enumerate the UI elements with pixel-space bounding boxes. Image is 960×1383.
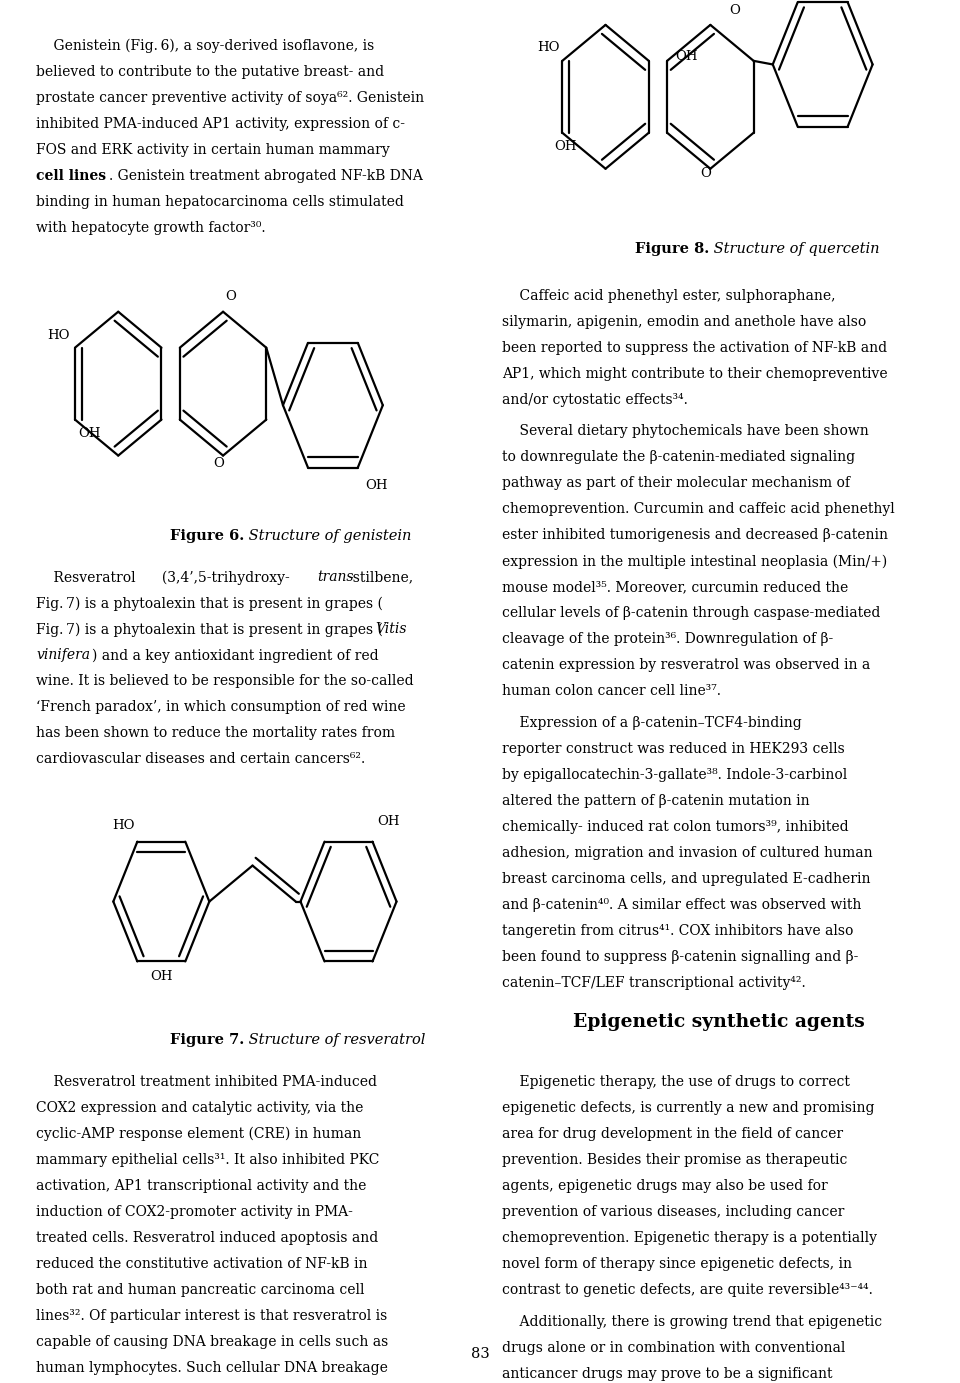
Text: Resveratrol treatment inhibited PMA-induced: Resveratrol treatment inhibited PMA-indu… xyxy=(36,1075,377,1088)
Text: O: O xyxy=(730,4,740,17)
Text: ) and a key antioxidant ingredient of red: ) and a key antioxidant ingredient of re… xyxy=(92,649,379,662)
Text: pathway as part of their molecular mechanism of: pathway as part of their molecular mecha… xyxy=(502,476,851,491)
Text: adhesion, migration and invasion of cultured human: adhesion, migration and invasion of cult… xyxy=(502,846,873,860)
Text: activation, AP1 transcriptional activity and the: activation, AP1 transcriptional activity… xyxy=(36,1178,367,1192)
Text: mammary epithelial cells³¹. It also inhibited PKC: mammary epithelial cells³¹. It also inhi… xyxy=(36,1152,380,1166)
Text: OH: OH xyxy=(366,479,388,491)
Text: Figure 7.: Figure 7. xyxy=(170,1033,244,1047)
Text: FOS and ERK activity in certain human mammary: FOS and ERK activity in certain human ma… xyxy=(36,142,390,156)
Text: prostate cancer preventive activity of soya⁶². Genistein: prostate cancer preventive activity of s… xyxy=(36,91,424,105)
Text: 83: 83 xyxy=(470,1347,490,1361)
Text: expression in the multiple intestinal neoplasia (Min/+): expression in the multiple intestinal ne… xyxy=(502,555,887,568)
Text: and β-catenin⁴⁰. A similar effect was observed with: and β-catenin⁴⁰. A similar effect was ob… xyxy=(502,898,861,911)
Text: Figure 6.: Figure 6. xyxy=(170,528,244,544)
Text: tangeretin from citrus⁴¹. COX inhibitors have also: tangeretin from citrus⁴¹. COX inhibitors… xyxy=(502,924,853,938)
Text: to downregulate the β-catenin-mediated signaling: to downregulate the β-catenin-mediated s… xyxy=(502,451,855,465)
Text: Epigenetic synthetic agents: Epigenetic synthetic agents xyxy=(573,1012,865,1030)
Text: trans: trans xyxy=(317,570,353,585)
Text: O: O xyxy=(213,456,224,470)
Text: treated cells. Resveratrol induced apoptosis and: treated cells. Resveratrol induced apopt… xyxy=(36,1231,379,1245)
Text: COX2 expression and catalytic activity, via the: COX2 expression and catalytic activity, … xyxy=(36,1101,364,1115)
Text: vinifera: vinifera xyxy=(36,649,90,662)
Text: area for drug development in the field of cancer: area for drug development in the field o… xyxy=(502,1127,843,1141)
Text: cleavage of the protein³⁶. Downregulation of β-: cleavage of the protein³⁶. Downregulatio… xyxy=(502,632,833,646)
Text: cyclic-AMP response element (CRE) in human: cyclic-AMP response element (CRE) in hum… xyxy=(36,1127,362,1141)
Text: Vitis: Vitis xyxy=(375,622,407,636)
Text: reduced the constitutive activation of NF-kB in: reduced the constitutive activation of N… xyxy=(36,1257,368,1271)
Text: silymarin, apigenin, emodin and anethole have also: silymarin, apigenin, emodin and anethole… xyxy=(502,315,866,329)
Text: believed to contribute to the putative breast- and: believed to contribute to the putative b… xyxy=(36,65,385,79)
Text: OH: OH xyxy=(554,140,576,152)
Text: prevention. Besides their promise as therapeutic: prevention. Besides their promise as the… xyxy=(502,1153,848,1167)
Text: been reported to suppress the activation of NF-kB and: been reported to suppress the activation… xyxy=(502,340,887,355)
Text: with hepatocyte growth factor³⁰.: with hepatocyte growth factor³⁰. xyxy=(36,221,266,235)
Text: Several dietary phytochemicals have been shown: Several dietary phytochemicals have been… xyxy=(502,425,869,438)
Text: wine. It is believed to be responsible for the so-called: wine. It is believed to be responsible f… xyxy=(36,675,414,689)
Text: Epigenetic therapy, the use of drugs to correct: Epigenetic therapy, the use of drugs to … xyxy=(502,1076,850,1090)
Text: by epigallocatechin-3-gallate³⁸. Indole-3-carbinol: by epigallocatechin-3-gallate³⁸. Indole-… xyxy=(502,768,848,781)
Text: chemoprevention. Curcumin and caffeic acid phenethyl: chemoprevention. Curcumin and caffeic ac… xyxy=(502,502,895,516)
Text: Structure of resveratrol: Structure of resveratrol xyxy=(244,1033,425,1047)
Text: both rat and human pancreatic carcinoma cell: both rat and human pancreatic carcinoma … xyxy=(36,1282,365,1296)
Text: catenin–TCF/LEF transcriptional activity⁴².: catenin–TCF/LEF transcriptional activity… xyxy=(502,976,805,990)
Text: catenin expression by resveratrol was observed in a: catenin expression by resveratrol was ob… xyxy=(502,658,871,672)
Text: HO: HO xyxy=(537,41,560,54)
Text: reporter construct was reduced in HEK293 cells: reporter construct was reduced in HEK293… xyxy=(502,741,845,757)
Text: Resveratrol      (3,4’,5-trihydroxy-: Resveratrol (3,4’,5-trihydroxy- xyxy=(36,570,290,585)
Text: -stilbene,: -stilbene, xyxy=(348,570,414,585)
Text: breast carcinoma cells, and upregulated E-cadherin: breast carcinoma cells, and upregulated … xyxy=(502,871,871,887)
Text: cardiovascular diseases and certain cancers⁶².: cardiovascular diseases and certain canc… xyxy=(36,752,366,766)
Text: OH: OH xyxy=(675,50,697,64)
Text: inhibited PMA-induced AP1 activity, expression of c-: inhibited PMA-induced AP1 activity, expr… xyxy=(36,116,405,131)
Text: Figure 8.: Figure 8. xyxy=(636,242,709,256)
Text: Caffeic acid phenethyl ester, sulphoraphane,: Caffeic acid phenethyl ester, sulphoraph… xyxy=(502,289,835,303)
Text: anticancer drugs may prove to be a significant: anticancer drugs may prove to be a signi… xyxy=(502,1366,832,1380)
Text: mouse model³⁵. Moreover, curcumin reduced the: mouse model³⁵. Moreover, curcumin reduce… xyxy=(502,581,849,595)
Text: HO: HO xyxy=(48,329,70,342)
Text: contrast to genetic defects, are quite reversible⁴³⁻⁴⁴.: contrast to genetic defects, are quite r… xyxy=(502,1283,873,1297)
Text: Structure of quercetin: Structure of quercetin xyxy=(709,242,880,256)
Text: altered the pattern of β-catenin mutation in: altered the pattern of β-catenin mutatio… xyxy=(502,794,809,808)
Text: cell lines: cell lines xyxy=(36,169,107,183)
Text: Fig. 7) is a phytoalexin that is present in grapes (: Fig. 7) is a phytoalexin that is present… xyxy=(36,596,383,611)
Text: prevention of various diseases, including cancer: prevention of various diseases, includin… xyxy=(502,1206,845,1220)
Text: O: O xyxy=(700,167,711,180)
Text: AP1, which might contribute to their chemopreventive: AP1, which might contribute to their che… xyxy=(502,366,888,380)
Text: ester inhibited tumorigenesis and decreased β-catenin: ester inhibited tumorigenesis and decrea… xyxy=(502,528,888,542)
Text: been found to suppress β-catenin signalling and β-: been found to suppress β-catenin signall… xyxy=(502,950,858,964)
Text: binding in human hepatocarcinoma cells stimulated: binding in human hepatocarcinoma cells s… xyxy=(36,195,404,209)
Text: Genistein (Fig. 6), a soy-derived isoflavone, is: Genistein (Fig. 6), a soy-derived isofla… xyxy=(36,39,374,53)
Text: agents, epigenetic drugs may also be used for: agents, epigenetic drugs may also be use… xyxy=(502,1180,828,1194)
Text: ‘French paradox’, in which consumption of red wine: ‘French paradox’, in which consumption o… xyxy=(36,700,406,715)
Text: Fig. 7) is a phytoalexin that is present in grapes (: Fig. 7) is a phytoalexin that is present… xyxy=(36,622,383,636)
Text: Expression of a β-catenin–TCF4-binding: Expression of a β-catenin–TCF4-binding xyxy=(502,716,802,730)
Text: O: O xyxy=(225,290,236,303)
Text: induction of COX2-promoter activity in PMA-: induction of COX2-promoter activity in P… xyxy=(36,1205,353,1218)
Text: capable of causing DNA breakage in cells such as: capable of causing DNA breakage in cells… xyxy=(36,1335,389,1348)
Text: cellular levels of β-catenin through caspase-mediated: cellular levels of β-catenin through cas… xyxy=(502,606,880,621)
Text: has been shown to reduce the mortality rates from: has been shown to reduce the mortality r… xyxy=(36,726,396,740)
Text: OH: OH xyxy=(78,426,101,440)
Text: novel form of therapy since epigenetic defects, in: novel form of therapy since epigenetic d… xyxy=(502,1257,852,1271)
Text: chemically- induced rat colon tumors³⁹, inhibited: chemically- induced rat colon tumors³⁹, … xyxy=(502,820,849,834)
Text: chemoprevention. Epigenetic therapy is a potentially: chemoprevention. Epigenetic therapy is a… xyxy=(502,1231,877,1245)
Text: human lymphocytes. Such cellular DNA breakage: human lymphocytes. Such cellular DNA bre… xyxy=(36,1361,389,1375)
Text: human colon cancer cell line³⁷.: human colon cancer cell line³⁷. xyxy=(502,685,721,698)
Text: Structure of genistein: Structure of genistein xyxy=(244,528,411,544)
Text: HO: HO xyxy=(112,819,134,833)
Text: and/or cytostatic effects³⁴.: and/or cytostatic effects³⁴. xyxy=(502,393,688,407)
Text: . Genistein treatment abrogated NF-kB DNA: . Genistein treatment abrogated NF-kB DN… xyxy=(109,169,423,183)
Text: OH: OH xyxy=(377,815,399,828)
Text: drugs alone or in combination with conventional: drugs alone or in combination with conve… xyxy=(502,1342,846,1355)
Text: lines³². Of particular interest is that resveratrol is: lines³². Of particular interest is that … xyxy=(36,1308,388,1322)
Text: epigenetic defects, is currently a new and promising: epigenetic defects, is currently a new a… xyxy=(502,1101,875,1115)
Text: Additionally, there is growing trend that epigenetic: Additionally, there is growing trend tha… xyxy=(502,1315,882,1329)
Text: OH: OH xyxy=(150,969,173,983)
